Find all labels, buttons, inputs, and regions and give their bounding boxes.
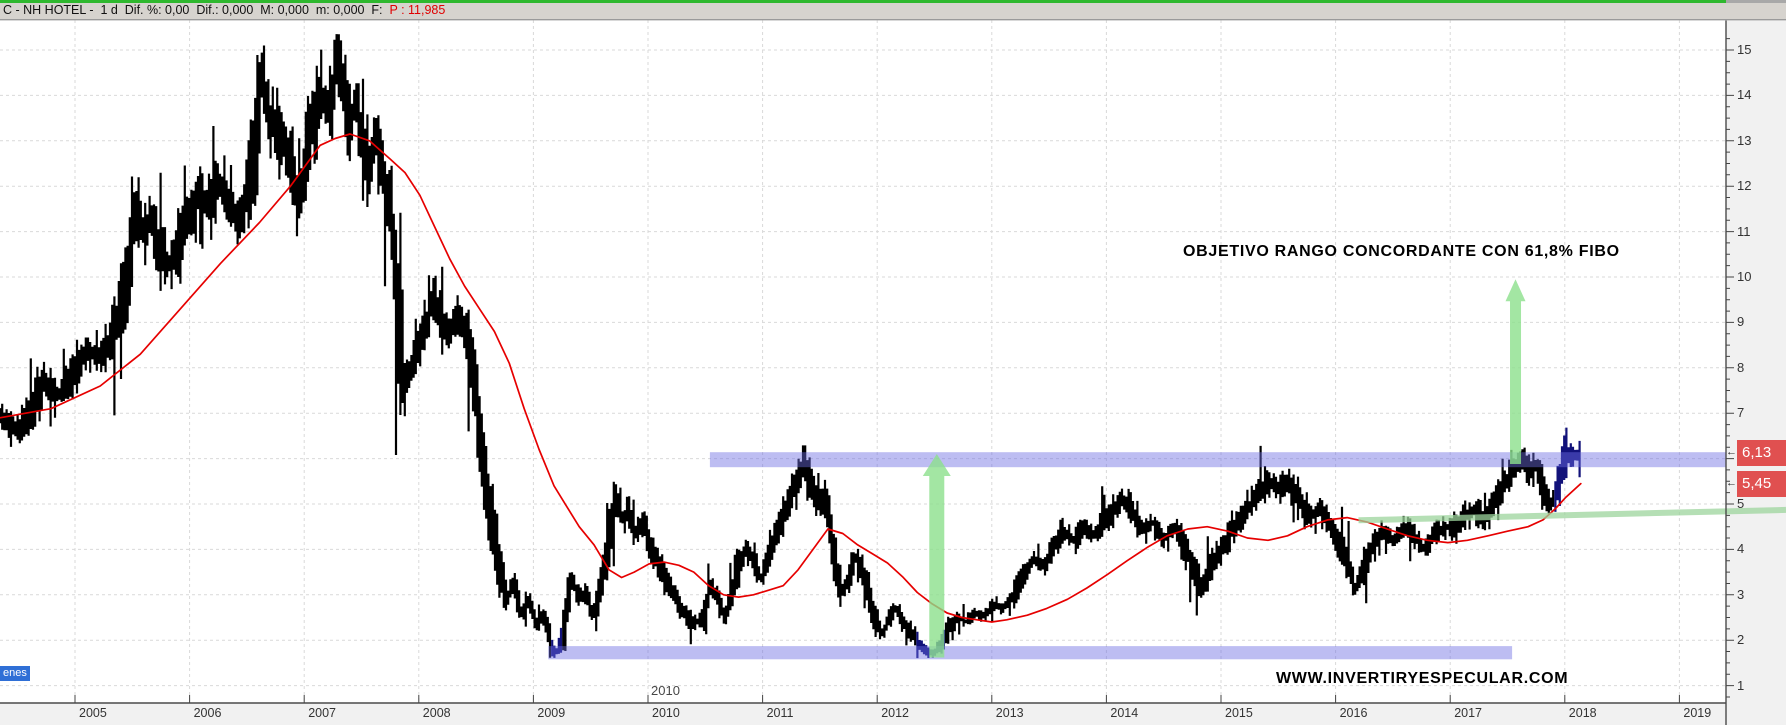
price-tag: 5,45 xyxy=(1737,470,1786,497)
x-axis-year-label: 2019 xyxy=(1683,706,1712,720)
resistance-zone-band[interactable] xyxy=(709,452,1727,468)
y-axis-price-label: 7 xyxy=(1737,405,1745,421)
y-axis-price-label: 13 xyxy=(1737,132,1752,148)
window-titlebar: C - NH HOTEL - 1 d Dif. %: 0,00 Dif.: 0,… xyxy=(0,0,1786,20)
y-axis-price-label: 8 xyxy=(1737,359,1745,375)
x-axis-year-label: 2007 xyxy=(308,706,336,720)
y-axis-ticks xyxy=(1726,38,1734,698)
support-trendline[interactable] xyxy=(1358,506,1786,524)
x-axis-year-label: 2014 xyxy=(1110,706,1139,720)
x-axis-year-label: 2008 xyxy=(422,706,451,720)
x-axis-year-label: 2011 xyxy=(766,706,794,720)
annotation-website-text: WWW.INVERTIRYESPECULAR.COM xyxy=(1276,670,1569,687)
price-pointer-icon: ← xyxy=(1726,445,1737,458)
y-axis-background xyxy=(1726,20,1786,725)
x-axis-year-label: 2005 xyxy=(79,706,107,720)
y-axis-price-label: 9 xyxy=(1737,314,1745,330)
y-axis-price-label: 11 xyxy=(1737,223,1751,239)
floating-year-label: 2010 xyxy=(651,683,680,698)
price-flag-value: P : 11,985 xyxy=(389,3,446,17)
price-candles xyxy=(0,34,1555,658)
moving-average-line xyxy=(0,133,1582,623)
instrument-title: C - NH HOTEL - 1 d Dif. %: 0,00 Dif.: 0,… xyxy=(3,3,390,17)
y-axis-price-label: 5 xyxy=(1737,496,1745,511)
price-tag: 6,13 xyxy=(1737,439,1786,466)
x-axis-year-label: 2006 xyxy=(193,706,222,720)
x-axis-year-label: 2017 xyxy=(1454,706,1482,720)
x-axis-year-label: 2012 xyxy=(881,706,909,720)
range-projection-2017-arrow[interactable] xyxy=(1505,279,1526,465)
y-axis-price-label: 3 xyxy=(1737,586,1745,602)
x-axis-year-label: 2016 xyxy=(1339,706,1368,720)
series-tag[interactable]: enes xyxy=(0,666,30,681)
x-axis-ticks xyxy=(74,695,1680,703)
x-axis-year-label: 2013 xyxy=(995,706,1024,720)
y-axis-price-label: 15 xyxy=(1737,42,1752,57)
x-axis-year-label: 2009 xyxy=(537,706,566,720)
titlebar-gray-strip xyxy=(1726,0,1786,3)
y-axis-price-label: 4 xyxy=(1737,541,1745,557)
y-axis-price-label: 2 xyxy=(1737,632,1745,648)
x-axis-year-label: 2018 xyxy=(1568,706,1597,720)
support-zone-band[interactable] xyxy=(548,646,1513,660)
y-axis-price-label: 14 xyxy=(1737,87,1752,103)
annotation-objective-text: OBJETIVO RANGO CONCORDANTE CON 61,8% FIB… xyxy=(1183,243,1620,260)
instrument-info-text: C - NH HOTEL - 1 d Dif. %: 0,00 Dif.: 0,… xyxy=(3,3,445,17)
y-axis-price-label: 12 xyxy=(1737,178,1752,194)
x-axis-background xyxy=(0,703,1726,725)
y-axis-price-label: 1 xyxy=(1737,677,1745,693)
y-axis-price-label: 10 xyxy=(1737,269,1752,284)
titlebar-green-strip xyxy=(0,0,1726,3)
x-axis-year-label: 2015 xyxy=(1225,706,1253,720)
x-axis-year-label: 2010 xyxy=(652,706,680,720)
price-pointer-icon: ← xyxy=(1726,476,1737,489)
range-projection-2012-arrow[interactable] xyxy=(922,454,951,658)
